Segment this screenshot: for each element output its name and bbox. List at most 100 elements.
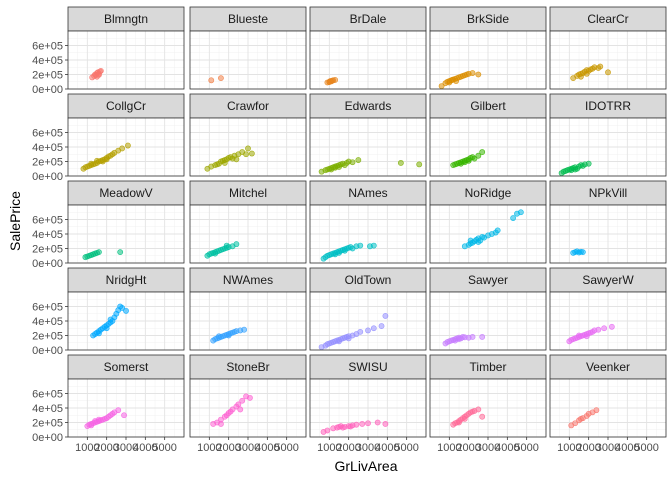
facet-strip [67,180,185,206]
data-point [370,242,377,249]
facet-strip [189,93,307,119]
data-point [365,420,371,427]
data-point [221,160,228,166]
x-tick-label: 4000 [133,442,157,454]
data-point [479,413,486,420]
facet-strip-label: NWAmes [223,273,273,287]
facet-panel: MeadowV 0e+00 2e+05 4e+05 6e+05 [32,180,185,270]
facet-border [429,117,547,177]
facet-strip-label: Mitchel [229,186,267,200]
x-tick-label: 5000 [152,442,176,454]
x-tick-label: 2000 [94,442,118,454]
facet-strip [67,267,185,293]
data-point [572,166,579,173]
facet-border [549,117,667,177]
x-tick-label: 1000 [557,442,581,454]
facet-border [429,204,547,264]
facet-strip [67,354,185,380]
facet-border [309,204,427,264]
facet-panel: CollgCr 0e+00 2e+05 4e+05 6e+05 [32,93,185,183]
data-point [247,394,253,401]
data-point [357,242,364,249]
data-point [471,155,478,162]
x-tick-label: 4000 [615,442,639,454]
facet-border [429,30,547,90]
x-axis-title: GrLivArea [334,458,397,474]
data-point [218,421,224,427]
facet-panel: NAmes [309,180,427,264]
data-point [583,70,590,77]
y-tick-label: 0e+00 [32,171,63,183]
facet-border [189,291,307,351]
x-tick-label: 2000 [576,442,600,454]
facet-strip [67,6,185,32]
data-point [235,401,242,408]
data-point [96,71,102,78]
facet-panel: Gilbert [429,93,547,177]
data-point [96,416,102,423]
data-point [96,249,102,256]
data-point [475,239,482,245]
facet-strip [189,267,307,293]
data-point [345,335,352,342]
x-tick-label: 1000 [197,442,221,454]
data-point [117,249,124,256]
facet-panel: BrkSide [429,6,547,90]
data-point [208,77,215,84]
facet-panel: Edwards [309,93,427,177]
y-tick-label: 0e+00 [32,84,63,96]
y-tick-label: 4e+05 [32,316,63,328]
data-point [479,149,486,155]
facet-border [309,291,427,351]
data-point [576,332,582,339]
facet-panel: SawyerW [549,267,667,351]
x-tick-label: 5000 [634,442,658,454]
y-tick-label: 4e+05 [32,229,63,241]
facet-strip [549,180,667,206]
data-point [248,150,255,157]
facet-strip [309,93,427,119]
data-point [103,325,110,332]
x-tick-label: 2000 [456,442,480,454]
facet-panel: Blueste [189,6,307,90]
data-point [229,406,236,413]
facet-panel: Sawyer [429,267,547,351]
facet-border [429,291,547,351]
data-point [326,79,333,86]
data-point [579,249,586,256]
facet-strip-label: NridgHt [106,273,147,287]
x-tick-label: 3000 [596,442,620,454]
data-point [241,326,248,333]
x-tick-label: 3000 [236,442,260,454]
facet-panel: ClearCr [549,6,667,90]
data-point [115,407,122,414]
data-point [94,157,100,164]
x-tick-label: 3000 [114,442,138,454]
data-point [355,157,362,163]
x-tick-label: 5000 [514,442,538,454]
data-point [347,423,354,430]
facet-strip-label: Somerst [104,360,149,374]
facet-panel: Mitchel [189,180,307,264]
data-point [475,152,482,159]
facet-strip-label: NAmes [348,186,387,200]
data-point [572,420,579,427]
facet-panel: Crawfor [189,93,307,177]
y-tick-label: 2e+05 [32,331,63,343]
data-point [416,161,423,168]
data-point [374,419,381,426]
y-axis-title: SalePrice [7,191,23,251]
y-tick-label: 6e+05 [32,302,63,314]
x-tick-label: 1000 [75,442,99,454]
data-point [494,227,501,234]
x-tick-label: 4000 [255,442,279,454]
facet-strip-label: Edwards [345,99,392,113]
data-point [233,156,240,163]
facet-panel: Somerst 0e+00 2e+05 4e+05 6e+05 1000200030004… [32,354,185,454]
facet-strip [309,354,427,380]
facet-strip [549,93,667,119]
data-point [453,78,459,84]
facet-strip [309,180,427,206]
